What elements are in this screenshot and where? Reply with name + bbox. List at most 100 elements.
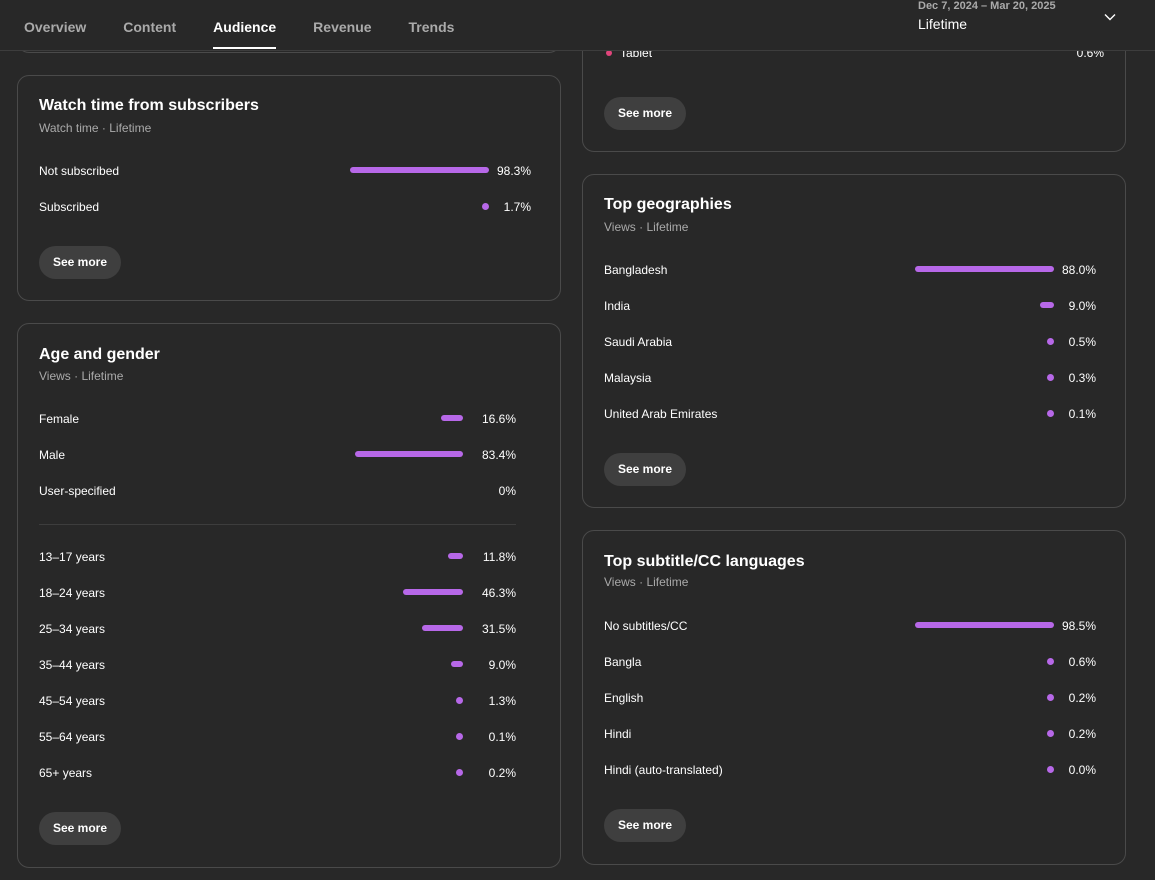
row-label: 65+ years <box>39 766 93 780</box>
percent-bar <box>422 625 463 631</box>
percent-dot <box>1047 338 1054 345</box>
percent-dot <box>456 733 463 740</box>
card-title: Age and gender <box>39 346 160 363</box>
card-title: Top subtitle/CC languages <box>604 553 805 570</box>
row-value: 0.2% <box>1068 691 1096 705</box>
row-label: Subscribed <box>39 200 100 214</box>
row-value: 16.6% <box>481 412 516 426</box>
percent-dot <box>456 769 463 776</box>
row-label: Malaysia <box>604 371 652 385</box>
row-label: Hindi <box>604 727 632 741</box>
percent-bar <box>350 167 489 173</box>
card-subtitle: Views · Lifetime <box>39 369 124 383</box>
tab-audience[interactable]: Audience <box>213 0 277 50</box>
date-range-text: Dec 7, 2024 – Mar 20, 2025 <box>918 0 1056 12</box>
row-value: 9.0% <box>488 658 516 672</box>
percent-dot <box>1047 374 1054 381</box>
row-label: Saudi Arabia <box>604 335 673 349</box>
row-label: 45–54 years <box>39 694 106 708</box>
age-row: 35–44 years 9.0% <box>39 655 516 675</box>
percent-dot <box>482 203 489 210</box>
subtitle-languages-card: Top subtitle/CC languages Views · Lifeti… <box>582 530 1126 865</box>
see-more-button[interactable]: See more <box>39 812 122 845</box>
see-more-button[interactable]: See more <box>604 453 687 486</box>
geography-row: Saudi Arabia 0.5% <box>604 332 1096 352</box>
row-label: 13–17 years <box>39 550 106 564</box>
subscriber-row: Subscribed 1.7% <box>39 197 531 217</box>
age-row: 55–64 years 0.1% <box>39 727 516 747</box>
percent-bar <box>451 661 463 667</box>
row-label: No subtitles/CC <box>604 619 688 633</box>
gender-row: Male 83.4% <box>39 445 516 465</box>
language-row: No subtitles/CC 98.5% <box>604 616 1096 636</box>
language-row: Bangla 0.6% <box>604 652 1096 672</box>
geography-row: Malaysia 0.3% <box>604 368 1096 388</box>
see-more-button[interactable]: See more <box>604 809 687 842</box>
tab-revenue[interactable]: Revenue <box>313 19 372 35</box>
row-label: 35–44 years <box>39 658 106 672</box>
percent-bar <box>448 553 463 559</box>
row-label: Bangladesh <box>604 263 668 277</box>
geographies-card: Top geographies Views · Lifetime Banglad… <box>582 174 1126 508</box>
percent-bar <box>403 589 463 595</box>
age-row: 65+ years 0.2% <box>39 763 516 783</box>
row-value: 0% <box>498 484 516 498</box>
row-label: Male <box>39 448 66 462</box>
percent-bar <box>441 415 463 421</box>
subscriber-row: Not subscribed 98.3% <box>39 161 531 181</box>
row-value: 98.3% <box>496 164 531 178</box>
age-row: 45–54 years 1.3% <box>39 691 516 711</box>
row-label: Bangla <box>604 655 642 669</box>
row-value: 0.6% <box>1068 655 1096 669</box>
row-label: Female <box>39 412 80 426</box>
row-value: 1.3% <box>488 694 516 708</box>
row-value: 0.1% <box>488 730 516 744</box>
tab-trends[interactable]: Trends <box>408 19 455 35</box>
date-range-picker[interactable]: Dec 7, 2024 – Mar 20, 2025 Lifetime <box>918 0 1118 50</box>
age-row: 25–34 years 31.5% <box>39 619 516 639</box>
age-row: 18–24 years 46.3% <box>39 583 516 603</box>
divider <box>39 524 516 525</box>
period-label: Lifetime <box>918 16 968 32</box>
row-value: 98.5% <box>1061 619 1096 633</box>
tab-overview[interactable]: Overview <box>24 19 87 35</box>
card-title: Watch time from subscribers <box>39 97 259 114</box>
percent-dot <box>1047 410 1054 417</box>
row-label: 18–24 years <box>39 586 106 600</box>
row-value: 1.7% <box>503 200 531 214</box>
row-label: India <box>604 299 631 313</box>
row-value: 0.5% <box>1068 335 1096 349</box>
geography-row: United Arab Emirates 0.1% <box>604 404 1096 424</box>
row-value: 88.0% <box>1061 263 1096 277</box>
language-row: English 0.2% <box>604 688 1096 708</box>
row-label: Not subscribed <box>39 164 120 178</box>
card-subtitle: Watch time · Lifetime <box>39 121 152 135</box>
row-value: 31.5% <box>481 622 516 636</box>
subscribers-card: Watch time from subscribers Watch time ·… <box>17 75 561 301</box>
tab-bar: Overview Content Audience Revenue Trends <box>24 0 491 50</box>
see-more-button[interactable]: See more <box>604 97 687 130</box>
language-row: Hindi (auto-translated) 0.0% <box>604 760 1096 780</box>
tab-content[interactable]: Content <box>123 19 177 35</box>
row-label: User-specified <box>39 484 116 498</box>
row-value: 46.3% <box>481 586 516 600</box>
percent-dot <box>1047 766 1054 773</box>
row-value: 0.1% <box>1068 407 1096 421</box>
row-value: 0.2% <box>488 766 516 780</box>
percent-bar <box>915 622 1054 628</box>
row-value: 9.0% <box>1068 299 1096 313</box>
row-label: 55–64 years <box>39 730 106 744</box>
see-more-button[interactable]: See more <box>39 246 122 279</box>
gender-row: Female 16.6% <box>39 409 516 429</box>
row-label: 25–34 years <box>39 622 106 636</box>
age-row: 13–17 years 11.8% <box>39 547 516 567</box>
row-value: 0.0% <box>1068 763 1096 777</box>
percent-dot <box>1047 730 1054 737</box>
row-label: English <box>604 691 644 705</box>
percent-dot <box>1047 694 1054 701</box>
top-nav: Overview Content Audience Revenue Trends… <box>0 0 1155 51</box>
gender-row: User-specified 0% <box>39 481 516 501</box>
tablet-dot <box>606 50 612 56</box>
row-label: Hindi (auto-translated) <box>604 763 723 777</box>
row-value: 0.2% <box>1068 727 1096 741</box>
